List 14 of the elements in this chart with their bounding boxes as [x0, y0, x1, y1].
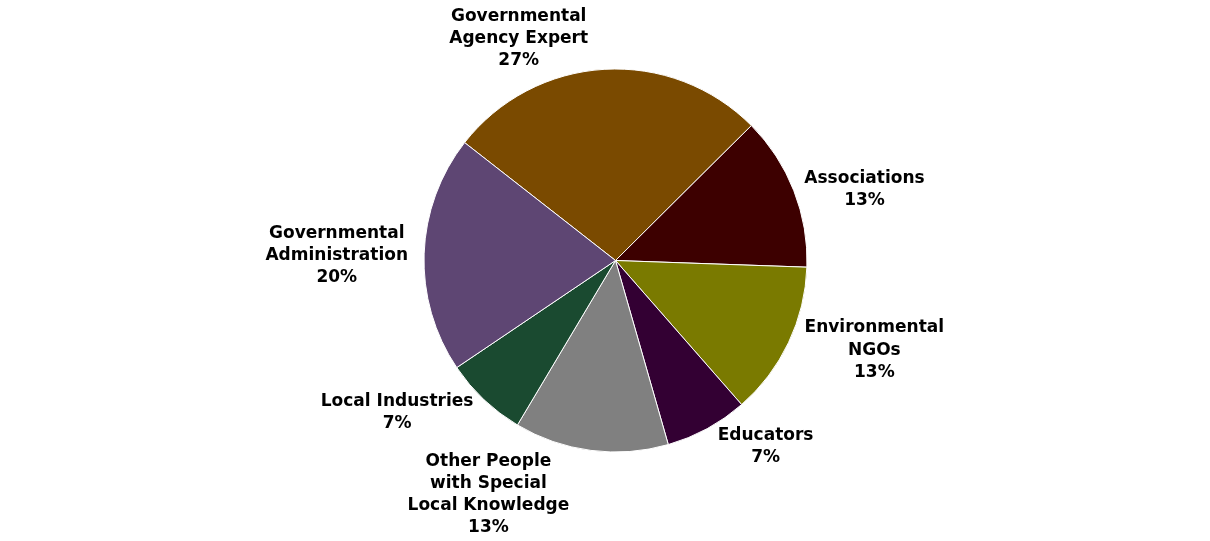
data-label: 13% — [844, 188, 885, 209]
slice-label: Associations — [804, 166, 925, 187]
data-label: 27% — [498, 49, 540, 70]
slice-label: Environmental NGOs — [804, 316, 945, 359]
data-label: 7% — [751, 445, 781, 466]
data-label: 20% — [316, 265, 358, 286]
slice-label: Local Industries — [320, 389, 474, 410]
slice-label: Governmental Agency Expert — [449, 5, 589, 48]
data-label: 13% — [468, 515, 509, 536]
slice-label: Educators — [717, 423, 814, 444]
slice-label: Governmental Administration — [265, 221, 409, 264]
data-label: 13% — [853, 360, 895, 381]
slice-label: Other People with Special Local Knowledge — [407, 449, 570, 514]
data-label: 7% — [382, 411, 412, 432]
